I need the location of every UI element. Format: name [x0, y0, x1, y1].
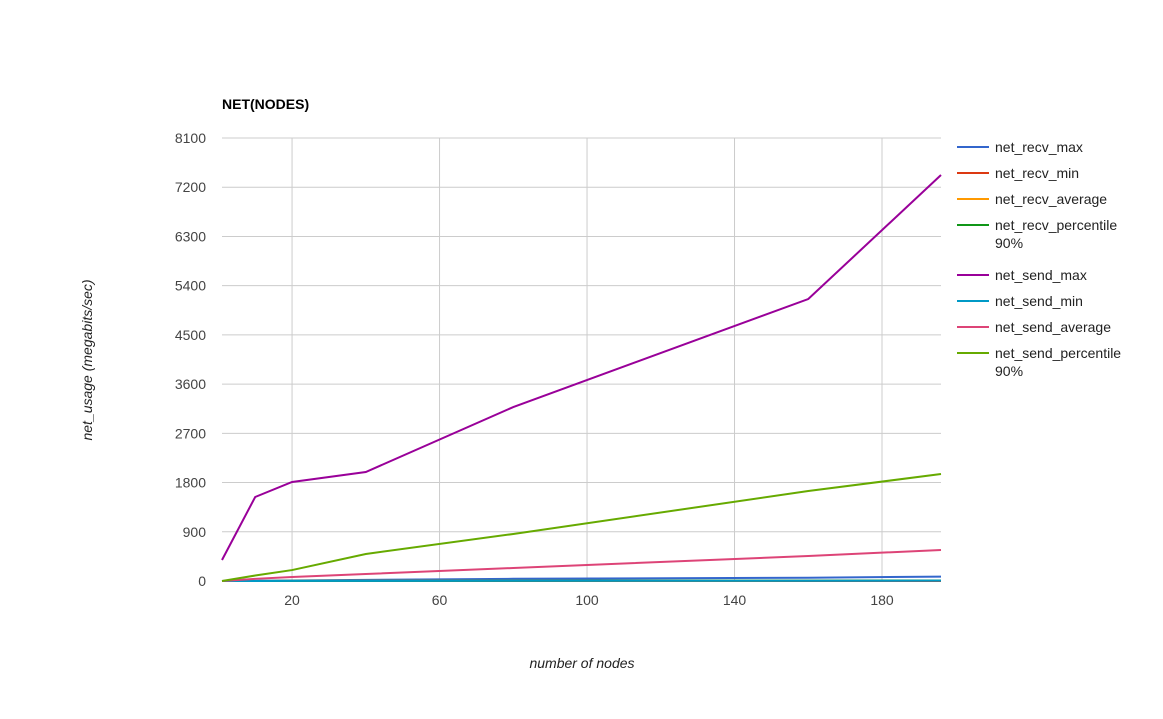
legend-entry: net_send_min: [995, 293, 1083, 309]
y-tick-label: 3600: [175, 376, 206, 392]
y-tick-label: 7200: [175, 179, 206, 195]
x-tick-label: 20: [284, 592, 300, 608]
y-tick-label: 5400: [175, 278, 206, 294]
y-tick-label: 900: [183, 524, 207, 540]
legend-entry: net_send_average: [995, 319, 1111, 335]
x-tick-label: 140: [723, 592, 747, 608]
y-tick-label: 6300: [175, 228, 206, 244]
series-line-net-send-percentile-90-: [221, 473, 942, 582]
y-tick-label: 4500: [175, 327, 206, 343]
legend-entry: net_recv_percentile 90%: [995, 217, 1117, 251]
y-tick-label: 2700: [175, 425, 206, 441]
legend-entry: net_recv_min: [995, 165, 1079, 181]
y-tick-label: 8100: [175, 130, 206, 146]
legend-entry: net_send_max: [995, 267, 1087, 283]
series-line-net-send-max: [221, 174, 942, 561]
x-tick-label: 60: [432, 592, 448, 608]
x-tick-label: 100: [575, 592, 599, 608]
x-tick-label: 180: [870, 592, 894, 608]
y-tick-label: 0: [198, 573, 206, 589]
y-axis-label: net_usage (megabits/sec): [79, 279, 95, 440]
legend-entry: net_recv_max: [995, 139, 1083, 155]
x-axis-label: number of nodes: [529, 655, 634, 671]
legend-entry: net_send_percentile 90%: [995, 345, 1121, 379]
chart-title: NET(NODES): [222, 96, 309, 112]
y-tick-label: 1800: [175, 475, 206, 491]
legend-entry: net_recv_average: [995, 191, 1107, 207]
series-line-net-send-average: [221, 548, 942, 582]
